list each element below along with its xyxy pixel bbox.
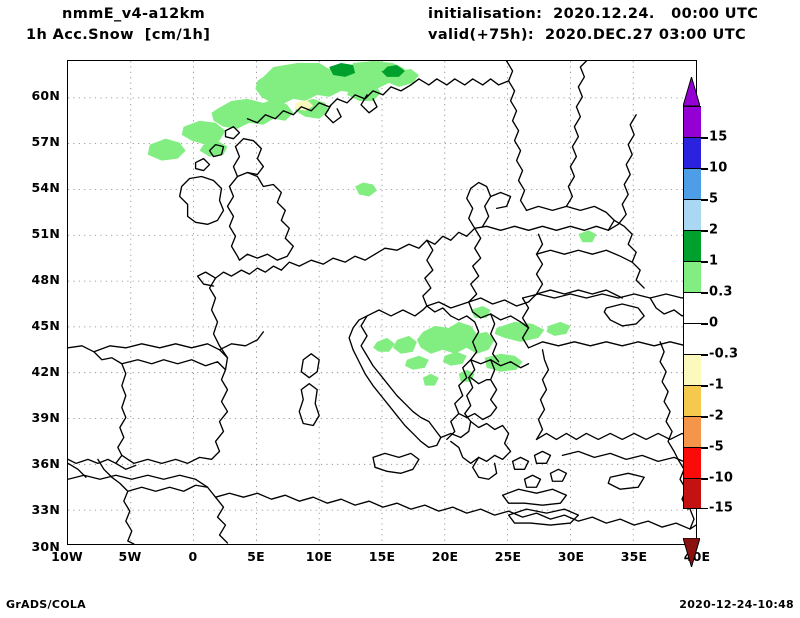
colorbar-tick: [701, 478, 708, 480]
colorbar-separator: [684, 447, 701, 449]
colorbar-label-0: 0: [709, 315, 719, 331]
colorbar: 15 10 5 2 1 0.3 0 -0.3 -1 -2 -5 -10 -15: [683, 77, 738, 567]
colorbar-tick: [701, 292, 708, 294]
axis-label-lat-45n: 45N: [31, 318, 60, 333]
colorbar-seg-neg10-neg5: [684, 447, 701, 478]
colorbar-seg-03-1: [684, 261, 701, 292]
axis-label-lon-35e: 35E: [620, 549, 648, 564]
colorbar-tick: [701, 354, 708, 356]
colorbar-tick: [701, 199, 708, 201]
footer-generation-timestamp: 2020-12-24-10:48: [679, 598, 794, 611]
axis-label-lat-30n: 30N: [31, 539, 60, 554]
colorbar-separator: [684, 106, 701, 108]
map-coastlines: [68, 61, 696, 544]
header-initialisation-time: initialisation: 2020.12.24. 00:00 UTC: [428, 6, 759, 22]
axis-label-lat-33n: 33N: [31, 502, 60, 517]
axis-label-lon-10e: 10E: [305, 549, 333, 564]
colorbar-seg-neg5-neg2: [684, 416, 701, 447]
axis-label-lat-42n: 42N: [31, 364, 60, 379]
colorbar-separator: [684, 292, 701, 294]
axis-label-lat-60n: 60N: [31, 88, 60, 103]
colorbar-separator: [684, 354, 701, 356]
colorbar-extend-top-arrow: [683, 77, 700, 106]
axis-label-lon-5w: 5W: [118, 549, 142, 564]
axis-label-lat-36n: 36N: [31, 456, 60, 471]
colorbar-tick: [701, 323, 708, 325]
colorbar-seg-5-10: [684, 168, 701, 199]
colorbar-tick: [701, 447, 708, 449]
colorbar-separator: [684, 416, 701, 418]
colorbar-tick: [701, 230, 708, 232]
colorbar-extend-bottom-arrow: [683, 538, 700, 567]
colorbar-seg-neg1-neg03: [684, 354, 701, 385]
axis-label-lon-25e: 25E: [494, 549, 522, 564]
axis-label-lon-20e: 20E: [431, 549, 459, 564]
axis-label-lon-15e: 15E: [368, 549, 396, 564]
colorbar-separator: [684, 137, 701, 139]
colorbar-segments: 15 10 5 2 1 0.3 0 -0.3 -1 -2 -5 -10 -15: [683, 106, 738, 515]
map-plot-area: [67, 60, 697, 545]
colorbar-label-03: 0.3: [709, 284, 733, 300]
colorbar-label-neg10: -10: [709, 470, 734, 486]
axis-label-lat-39n: 39N: [31, 410, 60, 425]
footer-software-credit: GrADS/COLA: [6, 598, 86, 611]
colorbar-seg-0-03: [684, 292, 701, 323]
colorbar-seg-neg03-0: [684, 323, 701, 354]
colorbar-tick: [701, 416, 708, 418]
colorbar-label-neg03: -0.3: [709, 346, 739, 362]
colorbar-label-neg15: -15: [709, 500, 734, 516]
colorbar-separator: [684, 261, 701, 263]
axis-label-lat-51n: 51N: [31, 226, 60, 241]
axis-label-lat-48n: 48N: [31, 272, 60, 287]
colorbar-label-neg1: -1: [709, 377, 724, 393]
axis-label-lat-54n: 54N: [31, 180, 60, 195]
snow-accumulation-field: [147, 61, 597, 386]
colorbar-seg-10-15: [684, 137, 701, 168]
colorbar-seg-2-5: [684, 199, 701, 230]
colorbar-separator: [684, 168, 701, 170]
colorbar-tick: [701, 385, 708, 387]
colorbar-separator: [684, 507, 701, 509]
axis-label-lat-57n: 57N: [31, 134, 60, 149]
map-gridlines: [68, 61, 696, 544]
axis-label-lon-5e: 5E: [247, 549, 265, 564]
colorbar-label-neg2: -2: [709, 408, 724, 424]
colorbar-label-10: 10: [709, 160, 728, 176]
colorbar-separator: [684, 199, 701, 201]
axis-label-lon-0: 0: [188, 549, 198, 564]
axis-label-lon-30e: 30E: [557, 549, 585, 564]
colorbar-separator: [684, 478, 701, 480]
colorbar-seg-1-2: [684, 230, 701, 261]
colorbar-label-15: 15: [709, 129, 728, 145]
colorbar-seg-lt-neg10: [684, 478, 701, 509]
colorbar-tick: [701, 261, 708, 263]
colorbar-label-neg5: -5: [709, 439, 724, 455]
header-field-name: 1h Acc.Snow [cm/1h]: [26, 27, 211, 43]
map-canvas: [68, 61, 696, 544]
colorbar-tick: [701, 168, 708, 170]
axis-label-lon-10w: 10W: [51, 549, 83, 564]
colorbar-label-2: 2: [709, 222, 719, 238]
colorbar-tick: [701, 137, 708, 139]
colorbar-label-1: 1: [709, 253, 719, 269]
colorbar-separator: [684, 385, 701, 387]
colorbar-label-5: 5: [709, 191, 719, 207]
colorbar-separator: [684, 323, 701, 325]
colorbar-separator: [684, 230, 701, 232]
colorbar-seg-neg2-neg1: [684, 385, 701, 416]
colorbar-tick: [701, 507, 708, 510]
header-valid-time: valid(+75h): 2020.DEC.27 03:00 UTC: [428, 27, 747, 43]
colorbar-seg-gt15: [684, 106, 701, 137]
header-model-name: nmmE_v4-a12km: [62, 6, 206, 22]
